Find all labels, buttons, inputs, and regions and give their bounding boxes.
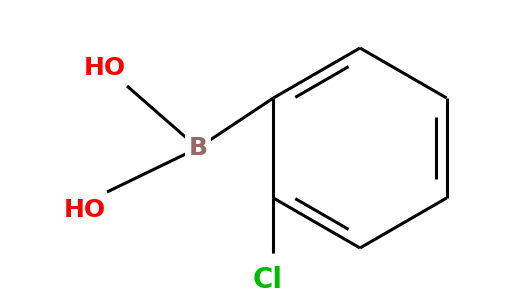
Text: HO: HO (64, 198, 106, 222)
Text: Cl: Cl (253, 266, 283, 294)
Text: B: B (188, 136, 207, 160)
Text: HO: HO (84, 56, 126, 80)
